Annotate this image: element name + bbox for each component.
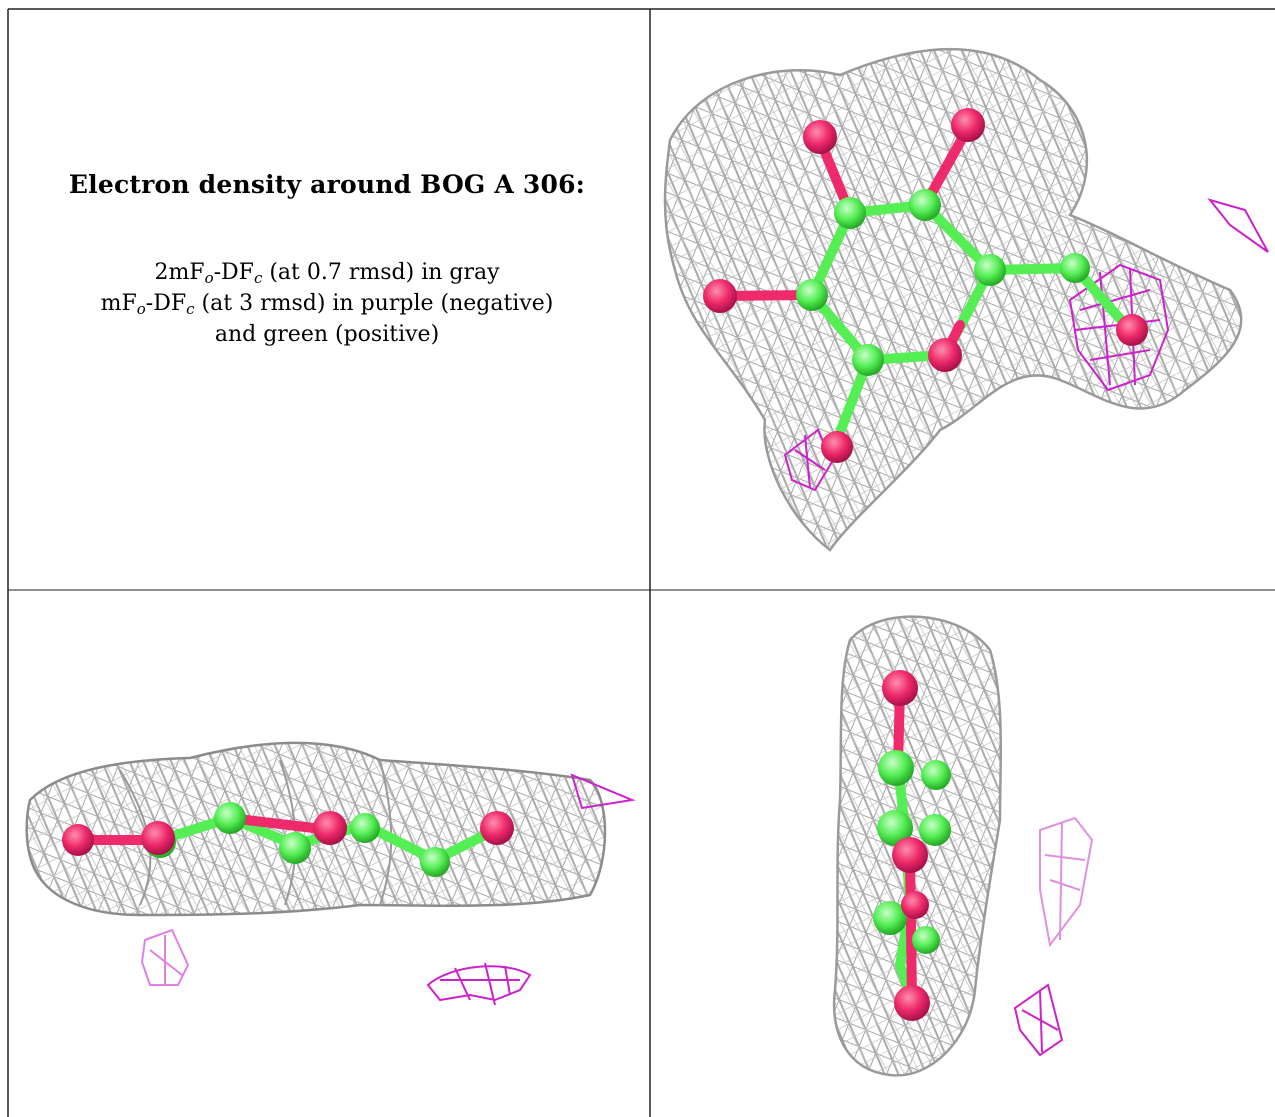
line2-mid: -DF (145, 291, 187, 316)
line1-sub1: o (204, 269, 214, 287)
negative-density-top (783, 198, 1269, 492)
caption-cell: Electron density around BOG A 306: 2mFo-… (12, 170, 642, 350)
line1-sub2: c (253, 269, 263, 287)
line2-sub1: o (136, 300, 146, 318)
caption-line-2: mFo-DFc (at 3 rmsd) in purple (negative) (12, 288, 642, 319)
negative-density-edge (1013, 983, 1064, 1057)
line2-prefix: mF (100, 291, 137, 316)
caption-line-1: 2mFo-DFc (at 0.7 rmsd) in gray (12, 257, 642, 288)
negative-density-side (426, 773, 636, 1006)
caption-line-3: and green (positive) (214, 322, 440, 347)
caption-title: Electron density around BOG A 306: (68, 170, 586, 199)
atoms-side (62, 802, 514, 877)
atoms-top (703, 108, 1148, 463)
line1-suffix: (at 0.7 rmsd) in gray (262, 260, 500, 285)
line2-sub2: c (186, 300, 195, 318)
caption-lines: 2mFo-DFc (at 0.7 rmsd) in gray mFo-DFc (… (12, 257, 642, 350)
line2-suffix: (at 3 rmsd) in purple (negative) (194, 291, 554, 316)
line1-mid: -DF (213, 260, 254, 285)
negative-density-edge-light (1039, 816, 1094, 948)
density-mesh-edge (834, 616, 1001, 1076)
line1-prefix: 2mF (154, 260, 205, 285)
atoms-edge (873, 670, 951, 1021)
